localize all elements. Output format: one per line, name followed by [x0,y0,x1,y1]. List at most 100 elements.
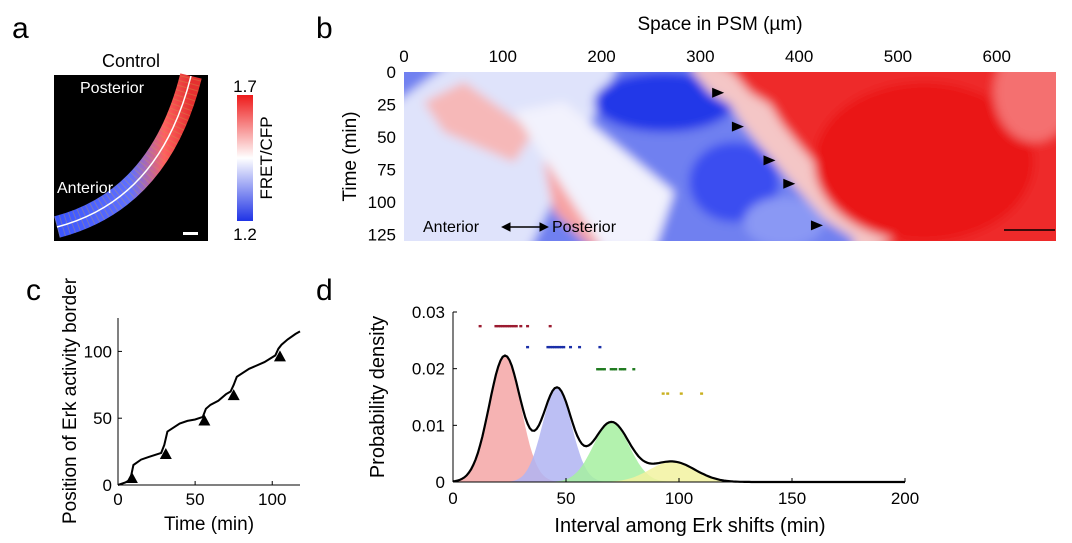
psm-image [54,73,208,241]
border-marker [731,121,744,132]
rug-point [679,392,683,395]
x-tick-label: 50 [186,490,205,509]
heat-red-core [814,82,1034,241]
x-tick-label: 500 [884,47,912,66]
rug-point [596,368,600,371]
x-tick-label: 0 [448,489,457,508]
mixture-component [453,388,905,482]
x-tick-label: 100 [489,47,517,66]
label-posterior: Posterior [552,219,617,236]
x-axis-label: Time (min) [164,514,254,535]
x-tick-label: 100 [258,490,286,509]
label-posterior: Posterior [80,80,145,97]
rug-point [598,345,602,349]
rug-point [562,345,566,349]
rug-point [623,368,627,371]
x-tick-label: 300 [686,47,714,66]
label-anterior: Anterior [423,219,480,236]
colorbar-max: 1.7 [233,77,257,96]
border-marker [763,155,776,166]
x-tick-label: 100 [665,489,693,508]
rug-point [553,345,557,349]
rug-point [526,324,530,328]
y-tick-label: 0.01 [412,416,445,435]
mixture-component [453,461,905,482]
interval-density-plot: 0 50 100 150 200 0 0.01 0.02 0.03 Interval among … [367,303,919,537]
rug-point [569,345,573,349]
panel-a-letter: a [12,12,29,45]
rug-point [559,345,563,349]
y-tick-label: 100 [84,342,112,361]
border-marker [783,178,796,189]
rug-point [700,392,704,395]
kymograph [404,72,1056,241]
y-tick-label: 0.03 [412,303,445,322]
rug-point [514,324,518,328]
rug-point [609,368,613,371]
rug-point [505,324,509,328]
shift-marker [273,350,286,362]
rug-point [526,345,530,349]
x-tick-label: 600 [983,47,1011,66]
x-tick-label: 200 [891,489,919,508]
erk-border-line [117,330,301,486]
y-tick-label: 0 [103,476,112,495]
rug-point [546,345,550,349]
x-tick-label: 0 [399,47,408,66]
x-tick-label: 0 [113,490,122,509]
x-axis-label: Interval among Erk shifts (min) [554,515,825,537]
y-axis-label: Time (min) [340,111,361,201]
rug-point [555,345,559,349]
panel-b: b Space in PSM (µm) 0 100 200 300 400 500 600 0 2… [316,12,1056,245]
x-tick-label: 150 [778,489,806,508]
rug-point [550,345,554,349]
kymograph-field [404,72,1056,241]
shift-marker [227,389,240,401]
rug-point [510,324,514,328]
y-tick-label: 75 [377,161,396,180]
rug-point [621,368,624,371]
heat-blue-lobe [744,197,824,241]
y-tick-label: 50 [377,128,396,147]
y-tick-label: 100 [368,193,396,212]
colorbar-min: 1.2 [233,225,257,244]
kymograph-axes: Space in PSM (µm) 0 100 200 300 400 500 600 0 25 5… [340,14,1011,245]
rug-point [602,368,606,371]
rug-point [548,345,552,349]
heat-anterior-band [424,82,534,162]
rug-point [501,324,505,328]
rug-point [508,324,511,328]
y-tick-label: 0 [436,473,445,492]
rug-point [512,324,516,328]
rug-point [598,368,602,371]
y-tick-label: 125 [368,226,396,245]
colorbar-label: FRET/CFP [257,116,276,199]
rug-point [600,368,604,371]
anterior-posterior-label: Anterior Posterior [423,219,617,236]
scale-bar [183,232,198,235]
label-anterior: Anterior [57,180,114,197]
rug-point [503,324,507,328]
x-tick-label: 50 [557,489,576,508]
y-tick-label: 0.02 [412,360,445,379]
heat-red-edge [994,72,1056,142]
rug-point [519,324,523,328]
rug-point [557,345,561,349]
rug-point [661,392,665,395]
border-marker [810,220,823,231]
panel-d-letter: d [316,274,333,307]
panel-a: a Control Posterior Anterior 1.7 1.2 FRE… [12,12,276,244]
rug-point [578,345,582,349]
rug-point [614,368,618,371]
rug-point [498,324,502,328]
shift-marker [159,447,172,459]
rug-point [548,324,552,328]
panel-b-letter: b [316,12,333,45]
heat-ridge [514,102,674,241]
panel-c-letter: c [26,274,41,307]
y-axis-label: Position of Erk activity border [60,277,81,524]
shift-marker [125,472,138,483]
